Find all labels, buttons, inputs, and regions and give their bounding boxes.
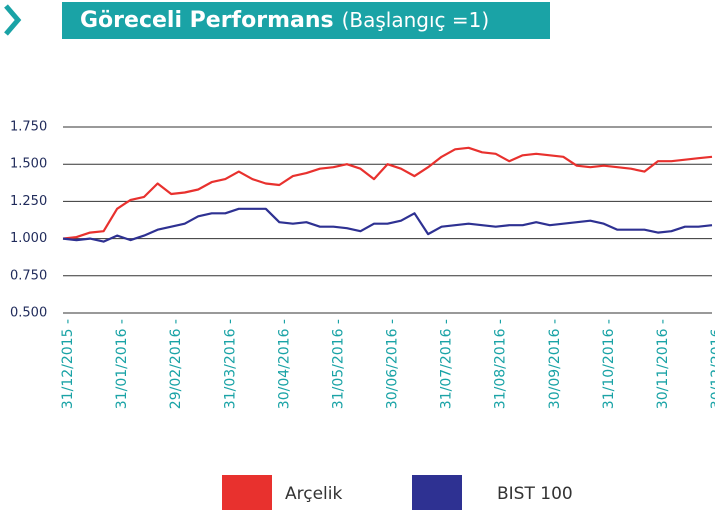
series-line (62, 146, 713, 240)
series-line (62, 207, 713, 243)
x-tick-label: 30/09/2016 - (547, 319, 563, 409)
y-tick-label: 0.500 (10, 306, 47, 321)
y-tick-label: 1.750 (10, 120, 47, 135)
x-tick-label: 30/11/2016 - (655, 319, 671, 409)
y-tick-label: 1.000 (10, 231, 47, 246)
x-tick-label: 31/12/2015 - (60, 319, 76, 409)
legend-label: BIST 100 (497, 484, 573, 504)
chevron-icon (4, 4, 22, 36)
legend-swatch (412, 475, 462, 510)
x-tick-label: 31/10/2016 - (601, 319, 617, 409)
y-tick-label: 1.500 (10, 157, 47, 172)
chart-title: Göreceli Performans (Başlangıç =1) (80, 8, 489, 34)
x-tick-label: 31/03/2016 - (222, 319, 238, 409)
title-bar (62, 2, 550, 39)
y-tick-label: 0.750 (10, 268, 47, 283)
x-tick-label: 31/05/2016 - (330, 319, 346, 409)
subtitle-text: (Başlangıç =1) (342, 8, 490, 32)
x-tick-label: 31/08/2016 - (493, 319, 509, 409)
x-tick-label: 29/02/2016 - (168, 319, 184, 409)
y-tick-label: 1.250 (10, 194, 47, 209)
legend-swatch (222, 475, 272, 510)
title-text: Göreceli Performans (80, 8, 334, 33)
x-tick-label: 31/07/2016 - (439, 319, 455, 409)
x-tick-label: 30/12/2016 - (709, 319, 715, 409)
legend-label: Arçelik (285, 484, 342, 504)
x-tick-label: 31/01/2016 - (114, 319, 130, 409)
x-tick-label: 30/04/2016 - (276, 319, 292, 409)
x-tick-label: 30/06/2016 - (385, 319, 401, 409)
